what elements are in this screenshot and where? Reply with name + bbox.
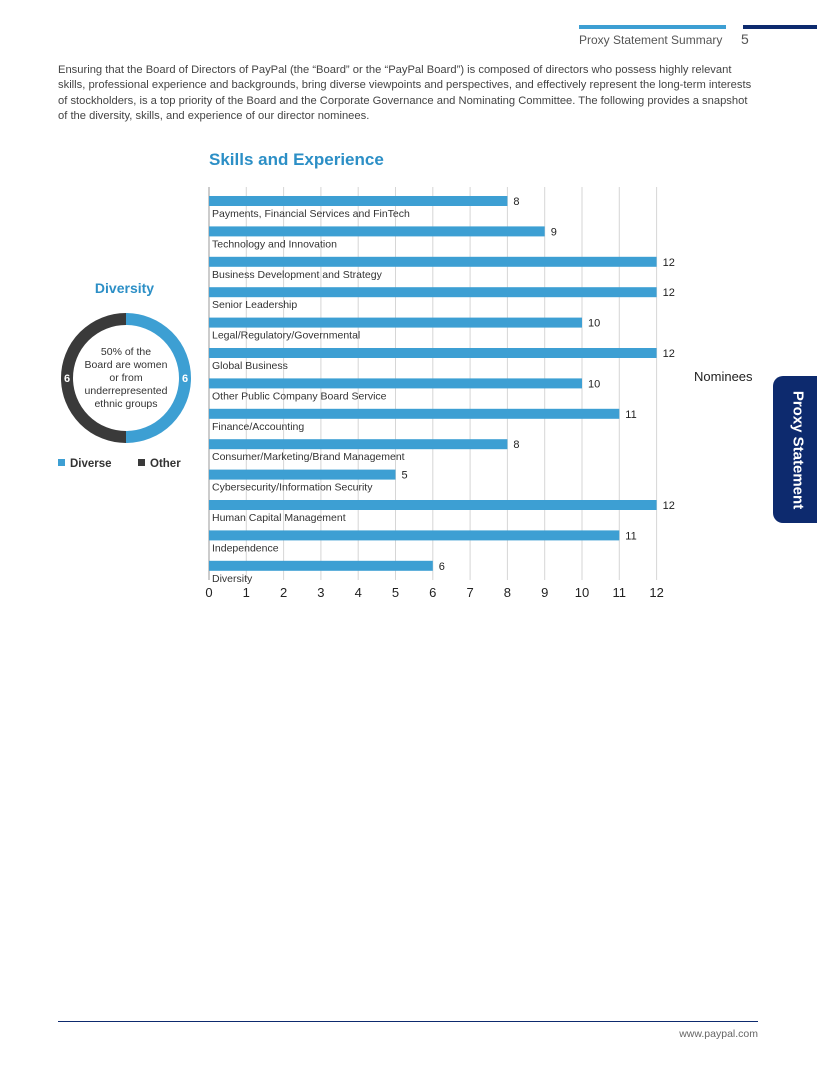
donut-center-text: 50% of the xyxy=(101,346,151,358)
category-label: Technology and Innovation xyxy=(212,238,337,250)
x-tick-label: 7 xyxy=(466,585,473,600)
page-number: 5 xyxy=(741,31,749,47)
header-brand-bar xyxy=(743,25,817,29)
category-label: Diversity xyxy=(212,573,253,585)
donut-center-text: underrepresented xyxy=(85,385,168,397)
bar-value-label: 10 xyxy=(588,378,600,390)
footer-url[interactable]: www.paypal.com xyxy=(679,1028,758,1040)
bar xyxy=(209,287,657,298)
header-section-title: Proxy Statement Summary xyxy=(579,33,723,47)
x-tick-label: 4 xyxy=(355,585,362,600)
bar xyxy=(209,348,657,358)
bar-value-label: 6 xyxy=(439,561,445,573)
x-tick-label: 10 xyxy=(575,585,589,600)
bar xyxy=(209,530,620,541)
bar-value-label: 11 xyxy=(625,409,636,421)
skills-chart-title: Skills and Experience xyxy=(209,150,384,169)
bar xyxy=(209,560,433,571)
x-tick-label: 11 xyxy=(613,585,627,600)
bar xyxy=(209,196,508,206)
x-tick-label: 0 xyxy=(205,585,212,600)
bar-value-label: 8 xyxy=(513,439,519,451)
donut-center-text: Board are women xyxy=(85,359,168,371)
legend-item-other: Other xyxy=(138,458,181,470)
footer-divider xyxy=(58,1021,758,1022)
diversity-chart-title: Diversity xyxy=(94,280,155,296)
bar-value-label: 5 xyxy=(402,470,408,482)
bar xyxy=(209,317,582,328)
category-label: Other Public Company Board Service xyxy=(212,390,387,402)
x-tick-label: 1 xyxy=(243,585,250,600)
donut-center-text: or from xyxy=(109,372,143,384)
x-tick-label: 9 xyxy=(541,585,548,600)
bar-value-label: 10 xyxy=(588,318,600,330)
bar xyxy=(209,439,508,450)
bar xyxy=(209,256,657,267)
bar xyxy=(209,469,396,480)
bar-value-label: 12 xyxy=(663,287,675,299)
category-label: Independence xyxy=(212,542,279,554)
bar-value-label: 8 xyxy=(513,196,519,208)
category-label: Senior Leadership xyxy=(212,299,297,311)
x-tick-label: 5 xyxy=(392,585,399,600)
donut-slice-value: 6 xyxy=(182,373,188,385)
donut-slice-other xyxy=(61,313,127,443)
category-label: Cybersecurity/Information Security xyxy=(212,482,373,494)
x-tick-label: 12 xyxy=(649,585,663,600)
x-tick-label: 2 xyxy=(280,585,287,600)
side-tab-label: Proxy Statement xyxy=(789,390,807,510)
category-label: Consumer/Marketing/Brand Management xyxy=(212,451,405,463)
category-label: Business Development and Strategy xyxy=(212,269,383,281)
category-label: Payments, Financial Services and FinTech xyxy=(212,208,410,220)
bar-value-label: 9 xyxy=(551,226,557,238)
donut-slice-diverse xyxy=(125,313,191,443)
bar-value-label: 12 xyxy=(663,348,675,360)
x-tick-label: 3 xyxy=(317,585,324,600)
bar-value-label: 12 xyxy=(663,500,675,512)
category-label: Legal/Regulatory/Governmental xyxy=(212,330,360,342)
category-label: Global Business xyxy=(212,360,288,372)
legend-swatch-diverse xyxy=(58,459,65,466)
x-axis-label: Nominees xyxy=(694,369,753,384)
category-label: Finance/Accounting xyxy=(212,421,304,433)
legend-item-diverse: Diverse xyxy=(58,458,112,470)
x-tick-label: 8 xyxy=(504,585,511,600)
bar xyxy=(209,378,582,389)
legend-label-diverse: Diverse xyxy=(70,458,112,470)
bar-value-label: 12 xyxy=(663,257,675,269)
intro-paragraph: Ensuring that the Board of Directors of … xyxy=(58,64,752,122)
side-section-tab[interactable]: Proxy Statement xyxy=(773,376,817,523)
bar xyxy=(209,408,620,419)
legend-swatch-other xyxy=(138,459,145,466)
x-tick-label: 6 xyxy=(429,585,436,600)
header-accent-bar xyxy=(579,25,726,29)
legend-label-other: Other xyxy=(150,458,181,470)
bar xyxy=(209,226,545,237)
category-label: Human Capital Management xyxy=(212,512,346,524)
bar-value-label: 11 xyxy=(625,530,636,542)
donut-slice-value: 6 xyxy=(64,373,70,385)
bar xyxy=(209,500,657,510)
donut-center-text: ethnic groups xyxy=(94,398,157,410)
